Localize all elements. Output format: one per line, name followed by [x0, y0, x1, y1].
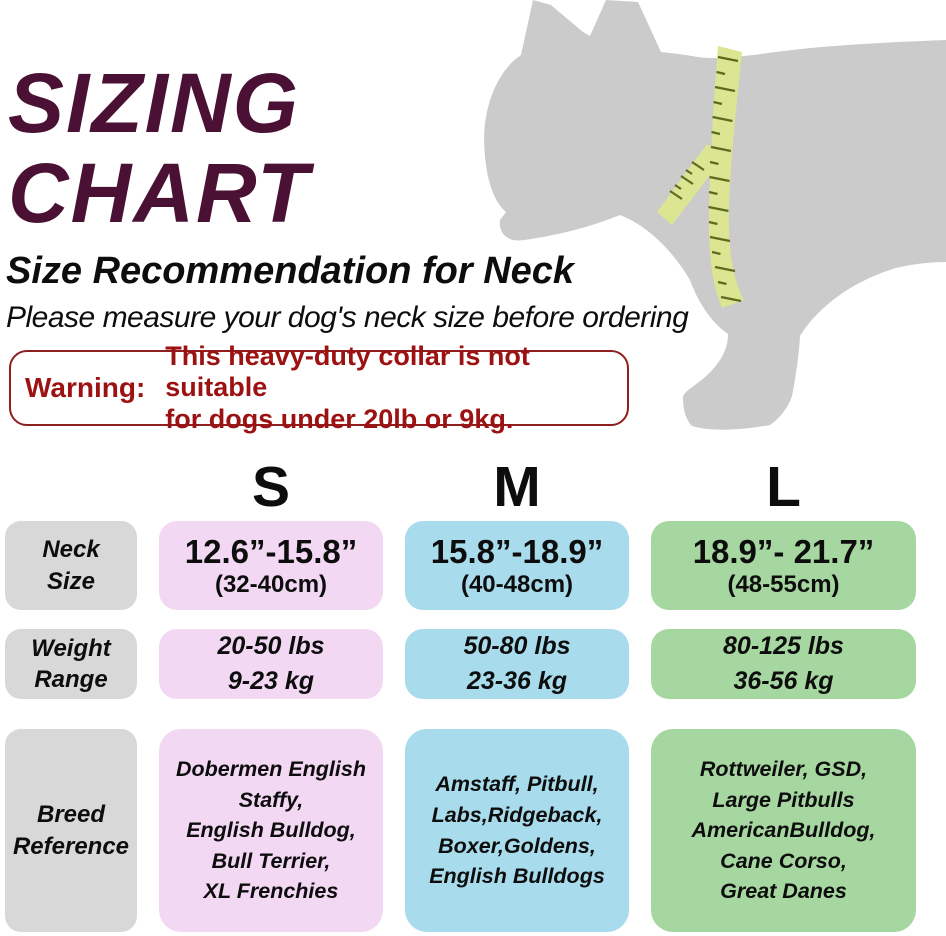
size-column-header-l: L	[766, 455, 801, 519]
weight-range-cell-s: 20-50 lbs 9-23 kg	[159, 629, 383, 699]
subtitle: Size Recommendation for Neck	[6, 250, 575, 292]
breed-reference-cell-m: Amstaff, Pitbull, Labs,Ridgeback, Boxer,…	[405, 729, 629, 932]
weight-range-cell-m: 50-80 lbs 23-36 kg	[405, 629, 629, 699]
neck-size-inches-l: 18.9”- 21.7”	[692, 533, 875, 570]
row-label-weight-range: Weight Range	[5, 629, 137, 699]
size-column-header-s: S	[251, 455, 291, 519]
page-title: SIZING CHART	[8, 58, 310, 238]
page-title-line1: SIZING	[8, 56, 301, 150]
neck-size-cm-s: (32-40cm)	[214, 571, 328, 598]
neck-size-cell-l: 18.9”- 21.7” (48-55cm)	[651, 521, 916, 610]
page-title-line2: CHART	[8, 146, 311, 240]
measuring-tape-icon	[657, 46, 744, 308]
neck-size-inches-s: 12.6”-15.8”	[184, 533, 358, 570]
warning-label: Warning:	[25, 372, 146, 403]
neck-size-cm-l: (48-55cm)	[727, 571, 840, 598]
row-label-neck-size: Neck Size	[5, 521, 137, 610]
warning-message: This heavy-duty collar is not suitable f…	[165, 341, 530, 434]
size-column-header-m: M	[493, 455, 541, 519]
neck-size-cm-m: (40-48cm)	[460, 571, 574, 598]
breed-reference-cell-s: Dobermen English Staffy, English Bulldog…	[159, 729, 383, 932]
neck-size-cell-s: 12.6”-15.8” (32-40cm)	[159, 521, 383, 610]
row-label-breed-reference: Breed Reference	[5, 729, 137, 932]
neck-size-cell-m: 15.8”-18.9” (40-48cm)	[405, 521, 629, 610]
neck-size-inches-m: 15.8”-18.9”	[430, 533, 604, 570]
breed-reference-cell-l: Rottweiler, GSD, Large Pitbulls American…	[651, 729, 916, 932]
sizing-table: S M L Neck Size 12.6”-15.8” (32-40cm) 15…	[5, 455, 916, 932]
dog-silhouette-graphic	[484, 0, 946, 430]
warning-box: Warning: This heavy-duty collar is not s…	[9, 341, 629, 434]
weight-range-cell-l: 80-125 lbs 36-56 kg	[651, 629, 916, 699]
measure-note: Please measure your dog's neck size befo…	[6, 301, 689, 334]
